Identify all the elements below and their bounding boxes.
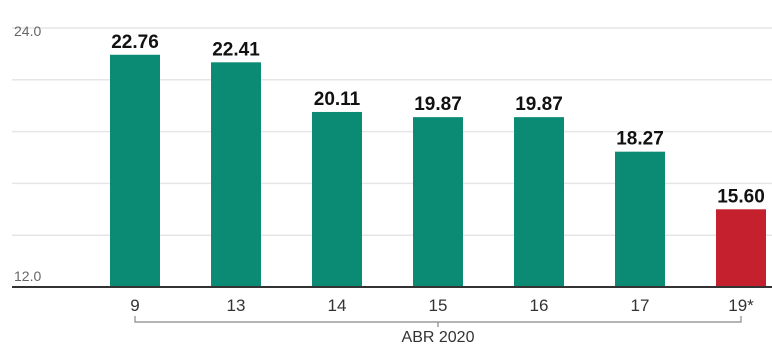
bar-value-label: 22.41: [212, 39, 260, 60]
y-tick-label-bottom: 12.0: [14, 268, 41, 284]
bar: [615, 151, 665, 287]
x-tick-label: 9: [130, 296, 139, 315]
bar: [413, 117, 463, 288]
x-tick-label: 13: [227, 296, 246, 315]
bar-value-label: 22.76: [111, 32, 159, 53]
bar: [514, 117, 564, 288]
x-group-label: ABR 2020: [402, 329, 475, 346]
bar-value-label: 19.87: [515, 94, 563, 115]
bar-value-label: 15.60: [717, 186, 765, 207]
bars: 22.76 22.41 20.11 19.87 19.87 18.27 15.60: [110, 32, 766, 288]
date-group-bracket: [134, 316, 742, 327]
bar-value-label: 20.11: [314, 89, 361, 110]
x-tick-labels: 9 13 14 15 16 17 19*: [130, 296, 754, 315]
bar-value-label: 19.87: [414, 94, 462, 115]
bar: [110, 54, 160, 287]
bar: [211, 62, 261, 287]
bar-value-label: 18.27: [616, 129, 664, 150]
x-tick-label: 14: [328, 296, 347, 315]
x-tick-label: 15: [429, 296, 448, 315]
bar: [716, 209, 766, 287]
x-tick-label: 16: [530, 296, 549, 315]
y-tick-label-top: 24.0: [14, 23, 41, 39]
x-tick-label: 17: [631, 296, 650, 315]
x-tick-label: 19*: [728, 296, 754, 315]
bar: [312, 111, 362, 287]
